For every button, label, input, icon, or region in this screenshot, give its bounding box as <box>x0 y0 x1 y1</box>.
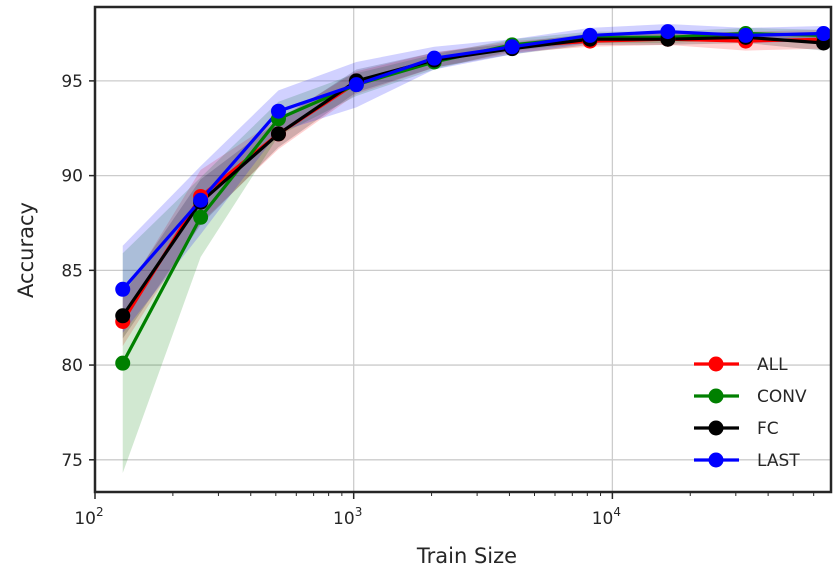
y-tick-label: 90 <box>61 167 83 187</box>
legend-label-fc: FC <box>757 419 779 439</box>
x-tick-label: 104 <box>592 505 621 529</box>
legend-marker-conv <box>708 388 724 404</box>
band-last <box>122 24 824 333</box>
x-tick-label: 102 <box>74 505 103 529</box>
axis-ticks <box>89 80 815 499</box>
point-conv <box>115 355 131 371</box>
y-tick-label: 85 <box>61 261 83 281</box>
legend-marker-fc <box>708 420 724 436</box>
line-last <box>121 30 824 291</box>
y-tick-label: 95 <box>61 72 83 92</box>
band-fc <box>122 31 824 339</box>
legend-marker-all <box>708 356 724 372</box>
series-points <box>115 24 832 371</box>
legend-label-last: LAST <box>757 451 800 471</box>
y-axis-label: Accuracy <box>14 202 38 298</box>
point-last <box>582 27 598 43</box>
legend-label-conv: CONV <box>757 387 807 407</box>
point-fc <box>270 126 286 142</box>
legend-label-all: ALL <box>757 355 788 375</box>
point-last <box>504 39 520 55</box>
point-last <box>426 50 442 66</box>
plot-frame <box>93 5 833 494</box>
point-last <box>270 103 286 119</box>
point-last <box>738 27 754 43</box>
point-last <box>348 77 364 93</box>
legend: ALL CONV FC LAST <box>694 355 807 471</box>
point-conv <box>193 209 209 225</box>
series-lines <box>121 30 824 364</box>
point-last <box>193 192 209 208</box>
y-tick-label: 75 <box>61 451 83 471</box>
point-last <box>115 281 131 297</box>
tick-labels: 75 80 85 90 95 102 103 104 <box>61 72 621 529</box>
legend-marker-last <box>708 452 724 468</box>
x-axis-label: Train Size <box>416 544 517 568</box>
band-conv <box>122 27 824 474</box>
point-last <box>660 24 676 40</box>
point-fc <box>115 308 131 324</box>
line-fc <box>121 35 824 317</box>
y-tick-label: 80 <box>61 356 83 376</box>
x-tick-label: 103 <box>333 505 362 529</box>
confidence-bands <box>122 24 824 474</box>
point-last <box>816 26 832 42</box>
